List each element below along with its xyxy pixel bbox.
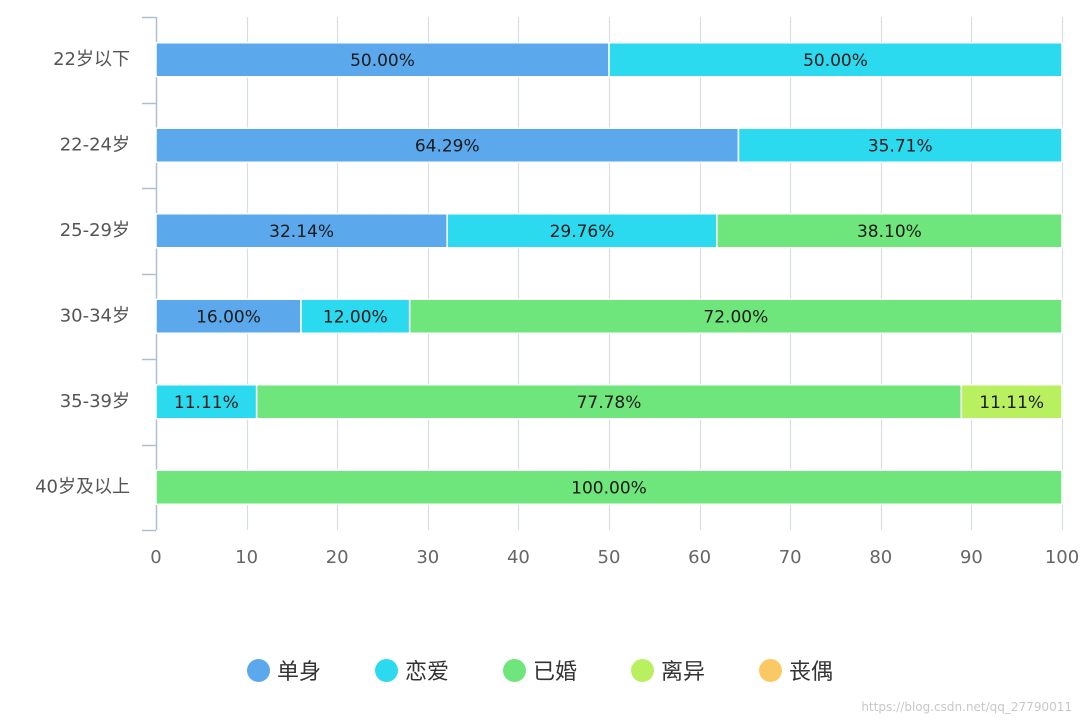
legend-label: 丧偶 bbox=[789, 660, 834, 685]
legend-item[interactable]: 已婚 bbox=[502, 654, 577, 686]
legend-label: 恋爱 bbox=[404, 660, 449, 685]
x-tick-label: 70 bbox=[779, 547, 802, 568]
bar-data-label: 35.71% bbox=[868, 136, 933, 156]
y-tick-label: 40岁及以上 bbox=[35, 476, 130, 497]
bar-data-label: 64.29% bbox=[415, 136, 480, 156]
bar-segment bbox=[716, 213, 1063, 249]
legend-label: 离异 bbox=[661, 660, 706, 685]
bar-data-label: 16.00% bbox=[196, 307, 261, 327]
legend-label: 单身 bbox=[276, 660, 321, 685]
bar-data-label: 11.11% bbox=[174, 393, 239, 413]
x-tick-label: 100 bbox=[1045, 547, 1079, 568]
x-tick-label: 0 bbox=[150, 547, 161, 568]
bar-segment bbox=[408, 298, 1063, 334]
legend-marker bbox=[631, 658, 654, 682]
bar-segment bbox=[608, 42, 1063, 78]
legend-marker bbox=[246, 658, 270, 682]
bar-data-label: 100.00% bbox=[571, 478, 647, 498]
bar-data-label: 11.11% bbox=[979, 393, 1044, 413]
legend-marker bbox=[374, 658, 398, 682]
x-tick-label: 50 bbox=[598, 547, 621, 568]
legend-item[interactable]: 单身 bbox=[246, 654, 321, 686]
legend-label: 已婚 bbox=[532, 660, 577, 685]
bar-data-label: 38.10% bbox=[857, 222, 922, 242]
x-tick-label: 40 bbox=[507, 547, 530, 568]
bar-segment bbox=[960, 384, 1063, 420]
bar-segment bbox=[155, 298, 302, 334]
legend-marker bbox=[759, 658, 783, 682]
bar-data-label: 32.14% bbox=[269, 222, 334, 242]
legend-item[interactable]: 丧偶 bbox=[759, 654, 833, 686]
legend-item[interactable]: 恋爱 bbox=[374, 654, 449, 686]
bar-data-label: 77.78% bbox=[577, 393, 642, 413]
stacked-bar-chart: 22岁以下 22-24岁 25-29岁 30-34岁 35-39岁 40岁及以上 0 10 20… bbox=[35, 16, 1079, 568]
x-tick-label: 10 bbox=[235, 547, 258, 568]
y-tick-label: 22-24岁 bbox=[60, 134, 130, 155]
x-tick-label: 80 bbox=[869, 547, 892, 568]
x-tick-label: 30 bbox=[416, 547, 439, 568]
x-tick-label: 20 bbox=[326, 547, 349, 568]
bar-segment bbox=[446, 213, 718, 249]
chart-legend: 单身 恋爱 已婚 离异 丧偶 bbox=[0, 652, 1080, 688]
y-tick-label: 22岁以下 bbox=[53, 49, 130, 70]
bar-segment bbox=[737, 127, 1063, 163]
legend-item[interactable]: 离异 bbox=[631, 654, 705, 686]
bar-data-label: 50.00% bbox=[803, 51, 868, 71]
x-tick-label: 90 bbox=[960, 547, 983, 568]
watermark: https://blog.csdn.net/qq_27790011 bbox=[861, 700, 1072, 714]
bar-data-label: 29.76% bbox=[550, 222, 615, 242]
legend-marker bbox=[502, 658, 526, 682]
y-tick-label: 30-34岁 bbox=[60, 305, 130, 326]
bar-data-label: 12.00% bbox=[323, 307, 388, 327]
y-tick-label: 35-39岁 bbox=[60, 391, 130, 412]
x-tick-label: 60 bbox=[688, 547, 711, 568]
y-tick-label: 25-29岁 bbox=[60, 220, 130, 241]
bar-data-label: 72.00% bbox=[703, 307, 768, 327]
bar-segment bbox=[255, 384, 963, 420]
bar-segment bbox=[155, 469, 1063, 505]
bar-data-label: 50.00% bbox=[350, 51, 415, 71]
